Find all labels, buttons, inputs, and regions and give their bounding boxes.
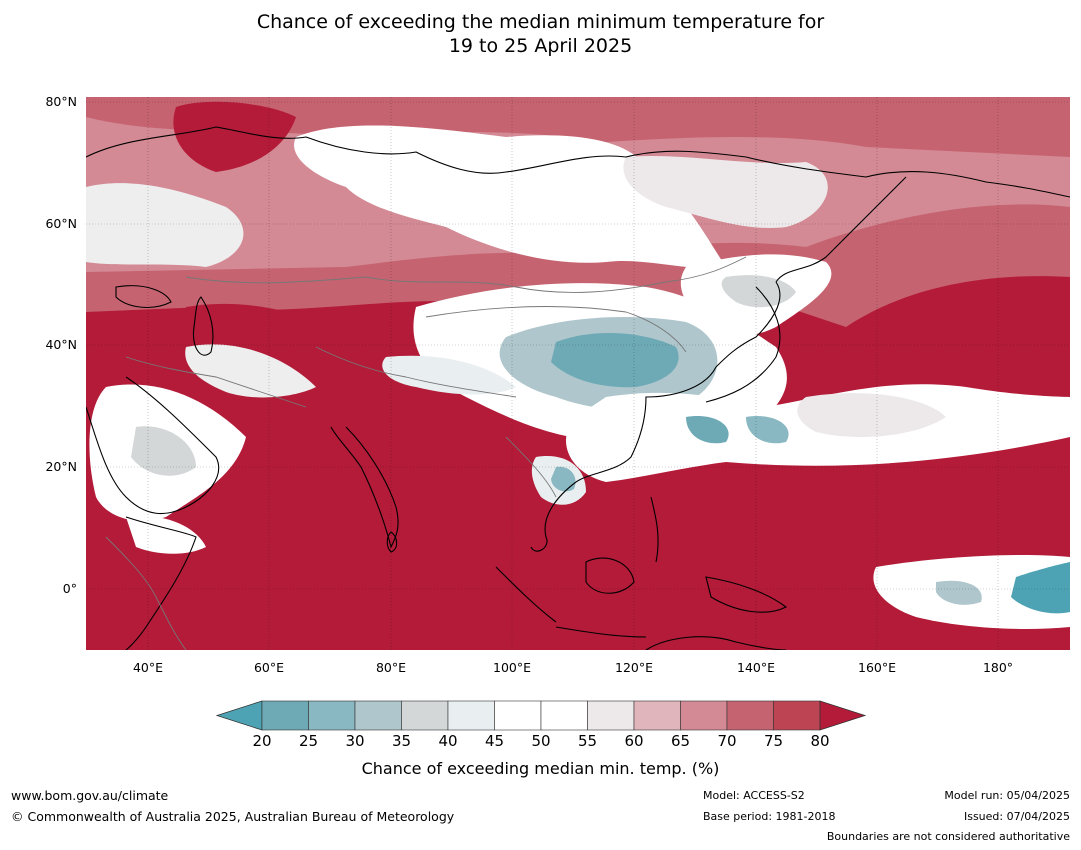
- colorbar-tick-label: 75: [763, 732, 784, 750]
- field-zone-pacific-blue-2: [746, 416, 789, 444]
- colorbar-extend-low: [215, 700, 263, 731]
- coast-india: [330, 426, 399, 549]
- lat-label-60n: 60°N: [45, 216, 77, 231]
- colorbar: [215, 700, 867, 731]
- coast-sumatra: [495, 566, 557, 623]
- coast-java: [555, 626, 647, 638]
- footer-model: Model: ACCESS-S2: [703, 789, 805, 802]
- lat-label-80n: 80°N: [45, 94, 77, 109]
- colorbar-tick-label: 50: [531, 732, 551, 750]
- coast-japan: [705, 286, 781, 403]
- colorbar-segment: [447, 700, 495, 731]
- lat-label-0: 0°: [62, 581, 77, 596]
- lat-label-20n: 20°N: [45, 459, 77, 474]
- boundary-himalaya: [315, 346, 517, 398]
- coast-borneo: [585, 557, 635, 594]
- field-zone-africa-white: [126, 516, 206, 554]
- lon-label-100e: 100°E: [492, 660, 532, 675]
- colorbar-segment: [773, 700, 821, 731]
- colorbar-segment: [354, 700, 402, 731]
- title-line-2: 19 to 25 April 2025: [448, 35, 633, 57]
- coast-kamchatka: [775, 176, 907, 283]
- map-title: Chance of exceeding the median minimum t…: [0, 10, 1081, 58]
- field-zone-pacific-blue-1: [686, 416, 729, 444]
- field-patch-scandinavia: [173, 101, 296, 172]
- field-zone-persia-white: [185, 344, 316, 398]
- title-line-1: Chance of exceeding the median minimum t…: [256, 11, 825, 33]
- coast-china-east: [575, 366, 717, 483]
- field-zone-mongolia-blue: [551, 332, 679, 388]
- coast-sri-lanka: [386, 531, 398, 553]
- field-band-north-white: [294, 125, 726, 269]
- field-zone-pacific-grey: [797, 393, 946, 437]
- coast-africa-east: [125, 516, 197, 650]
- colorbar-segment: [680, 700, 728, 731]
- map-canvas: [86, 97, 1070, 650]
- coast-arctic-europe: [86, 126, 1070, 198]
- graticule: [86, 97, 1070, 650]
- field-zone-east-china-white: [566, 384, 1070, 482]
- field-zone-indochina-blue: [551, 466, 576, 492]
- colorbar-tick-label: 80: [810, 732, 830, 750]
- field-zone-arabia-grey: [131, 426, 196, 476]
- coast-australia-north: [645, 636, 787, 650]
- colorbar-segment: [494, 700, 542, 731]
- field-zone-equatorial-lightblue: [936, 580, 982, 605]
- footer-issued: Issued: 07/04/2025: [963, 810, 1070, 823]
- colorbar-tick-label: 65: [670, 732, 691, 750]
- colorbar-tick-label: 55: [577, 732, 598, 750]
- probability-map: [86, 97, 1070, 650]
- colorbar-segment: [633, 700, 681, 731]
- footer-model-run: Model run: 05/04/2025: [944, 789, 1070, 802]
- boundary-russia-kazakh: [185, 256, 747, 293]
- lon-label-180: 180°: [982, 660, 1014, 675]
- coast-caspian: [192, 296, 214, 356]
- colorbar-label: Chance of exceeding median min. temp. (%…: [361, 759, 720, 778]
- colorbar-tick-label: 35: [391, 732, 412, 750]
- field-zone-japan-grey: [721, 275, 796, 308]
- lon-label-60e: 60°E: [253, 660, 285, 675]
- lon-label-40e: 40°E: [132, 660, 164, 675]
- colorbar-tick-label: 25: [298, 732, 319, 750]
- lon-label-80e: 80°E: [375, 660, 407, 675]
- field-zone-equatorial-blue: [1011, 562, 1070, 614]
- coast-black-sea: [115, 285, 172, 308]
- boundary-africa: [105, 536, 187, 650]
- footer-copyright: © Commonwealth of Australia 2025, Austra…: [11, 809, 455, 824]
- coast-okhotsk: [715, 281, 781, 368]
- coast-arabia: [86, 376, 220, 515]
- footer-url: www.bom.gov.au/climate: [11, 788, 169, 803]
- footer-base-period: Base period: 1981-2018: [703, 810, 836, 823]
- field-zone-tibet-white: [382, 355, 516, 395]
- footer-disclaimer: Boundaries are not considered authoritat…: [826, 830, 1070, 843]
- field-band-north-grey: [623, 155, 828, 228]
- colorbar-segment: [587, 700, 635, 731]
- colorbar-tick-label: 45: [484, 732, 505, 750]
- colorbar-tick-label: 20: [252, 732, 272, 750]
- coast-philippines: [650, 496, 659, 563]
- colorbar-tick-label: 60: [624, 732, 644, 750]
- colorbar-tick-label: 70: [717, 732, 737, 750]
- colorbar-tick-label: 30: [345, 732, 365, 750]
- lon-label-140e: 140°E: [736, 660, 776, 675]
- lon-label-160e: 160°E: [857, 660, 897, 675]
- colorbar-segment: [261, 700, 309, 731]
- colorbar-tick-label: 40: [438, 732, 458, 750]
- coastlines: [86, 126, 1070, 650]
- boundary-indochina: [505, 436, 557, 498]
- colorbar-segment: [540, 700, 588, 731]
- colorbar-segment: [401, 700, 449, 731]
- colorbar-segment: [726, 700, 774, 731]
- colorbar-segment: [308, 700, 356, 731]
- coast-indochina: [530, 481, 577, 552]
- lat-label-40n: 40°N: [45, 337, 77, 352]
- boundary-middle-east: [125, 356, 307, 408]
- coast-new-guinea: [705, 576, 788, 613]
- boundary-china-mongolia: [425, 306, 687, 353]
- lon-label-120e: 120°E: [614, 660, 654, 675]
- field-band-north-white-west: [86, 183, 244, 267]
- colorbar-extend-high: [819, 700, 867, 731]
- country-boundaries: [105, 256, 747, 650]
